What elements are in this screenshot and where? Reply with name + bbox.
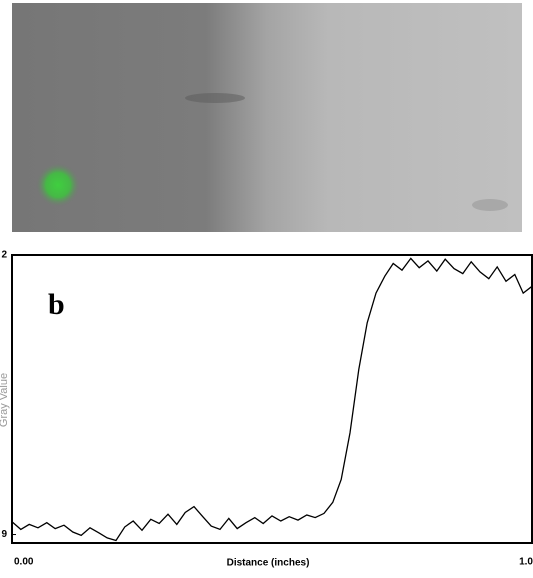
y-axis-label: Gray Value bbox=[0, 373, 10, 427]
sample-image bbox=[12, 3, 522, 232]
plot-frame bbox=[11, 254, 533, 544]
x-tick-label: 0.00 bbox=[14, 557, 34, 568]
image-feature bbox=[185, 93, 245, 103]
x-tick-label: 1.0 bbox=[519, 557, 533, 568]
profile-line bbox=[11, 257, 533, 542]
x-axis-label: Distance (inches) bbox=[227, 558, 310, 569]
green-spot bbox=[36, 163, 80, 207]
image-feature bbox=[472, 199, 508, 211]
y-tick-label: 9 bbox=[1, 529, 7, 540]
panel-label: b bbox=[48, 288, 65, 321]
y-tick-label: 2 bbox=[1, 250, 7, 261]
